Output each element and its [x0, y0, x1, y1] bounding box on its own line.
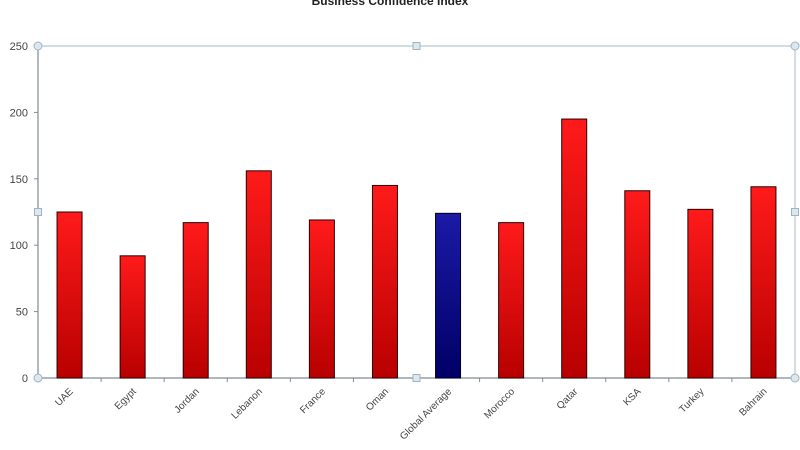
x-tick-label: Lebanon: [230, 386, 265, 421]
resize-handle-corner[interactable]: [33, 41, 43, 51]
x-tick-label: KSA: [621, 386, 643, 408]
bar-qatar: [561, 118, 588, 379]
y-tick-label: 150: [10, 174, 28, 186]
bar-jordan: [182, 222, 209, 379]
x-tick-label: Egypt: [113, 386, 139, 412]
y-tick-label: 0: [22, 373, 28, 385]
x-tick-label: France: [298, 386, 328, 416]
resize-handle-corner[interactable]: [790, 373, 800, 383]
bar-turkey: [687, 208, 714, 379]
bar-uae: [56, 211, 83, 379]
resize-handle-corner[interactable]: [790, 41, 800, 51]
resize-handle-corner[interactable]: [33, 373, 43, 383]
chart-title: Business Confidence Index: [312, 0, 469, 8]
x-tick-label: Bahrain: [737, 386, 769, 418]
x-tick-label: Turkey: [677, 386, 706, 415]
resize-handle-edge[interactable]: [34, 208, 42, 216]
resize-handle-edge[interactable]: [791, 208, 799, 216]
bar-oman: [371, 184, 398, 379]
bar-lebanon: [245, 170, 272, 379]
selection-handles[interactable]: [33, 41, 800, 383]
bar-ksa: [624, 190, 651, 379]
x-tick-label: Jordan: [172, 386, 201, 415]
x-tick-label: UAE: [53, 386, 76, 409]
x-tick-label: Oman: [364, 386, 391, 413]
bar-egypt: [119, 255, 146, 379]
bar-global-average: [435, 212, 462, 379]
bar-morocco: [498, 222, 525, 379]
bar-france: [308, 219, 335, 379]
resize-handle-edge[interactable]: [412, 42, 421, 50]
x-tick-label: Qatar: [555, 386, 581, 412]
y-axis: 0 50 100 150 200 250: [10, 41, 38, 385]
x-tick-label: Global Average: [398, 386, 454, 442]
y-tick-label: 100: [10, 240, 28, 252]
y-tick-label: 50: [16, 307, 28, 319]
bars: [56, 118, 777, 379]
resize-handle-edge[interactable]: [412, 374, 421, 382]
x-tick-label: Morocco: [482, 386, 517, 421]
y-tick-label: 250: [10, 41, 28, 53]
bar-bahrain: [750, 186, 777, 379]
x-axis: UAE Egypt Jordan Lebanon France Oman Global Av…: [53, 378, 796, 442]
y-tick-label: 200: [10, 107, 28, 119]
plot-frame: [37, 45, 796, 379]
